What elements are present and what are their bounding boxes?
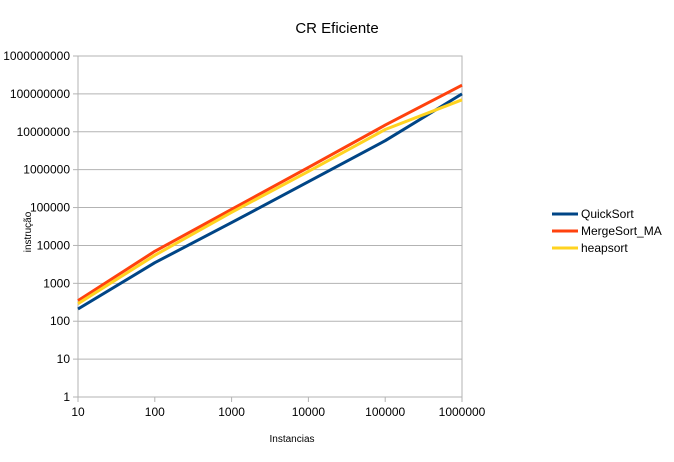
x-tick-label: 10000 (292, 405, 326, 419)
series-lines (77, 83, 463, 311)
x-tick-label: 10 (71, 405, 85, 419)
x-tick-label: 1000 (218, 405, 245, 419)
legend-label: heapsort (581, 241, 628, 255)
y-tick-label: 1000000000 (3, 49, 70, 63)
y-tick-label: 10 (57, 352, 71, 366)
y-tick-label: 100000000 (10, 87, 70, 101)
y-tick-label: 10000 (37, 238, 71, 252)
grid (78, 55, 462, 398)
x-axis-ticks: 10 100 1000 10000 100000 1000000 (71, 397, 486, 419)
y-axis-title: instrução (23, 211, 34, 252)
x-axis-title: Instancias (269, 434, 314, 445)
series-line-heapsort (77, 98, 463, 305)
y-tick-label: 1000000 (23, 163, 70, 177)
y-tick-label: 1000 (43, 276, 70, 290)
legend-item: heapsort (552, 241, 628, 255)
series-line-quicksort (77, 92, 463, 311)
x-tick-label: 100 (145, 405, 165, 419)
y-tick-label: 100 (50, 314, 70, 328)
legend-item: MergeSort_MA (552, 224, 662, 238)
plot-area (77, 55, 463, 398)
legend: QuickSort MergeSort_MA heapsort (552, 207, 662, 255)
x-tick-label: 100000 (365, 405, 405, 419)
y-tick-label: 100000 (30, 201, 70, 215)
x-tick-label: 1000000 (439, 405, 486, 419)
y-tick-label: 1 (63, 390, 70, 404)
y-axis-ticks: 1 10 100 1000 10000 100000 1000000 10000000 1000… (3, 49, 78, 404)
y-tick-label: 10000000 (17, 125, 71, 139)
chart-title: CR Eficiente (295, 20, 378, 37)
legend-label: QuickSort (581, 207, 634, 221)
series-line-mergesort-ma (77, 83, 463, 302)
legend-item: QuickSort (552, 207, 634, 221)
legend-label: MergeSort_MA (581, 224, 662, 238)
